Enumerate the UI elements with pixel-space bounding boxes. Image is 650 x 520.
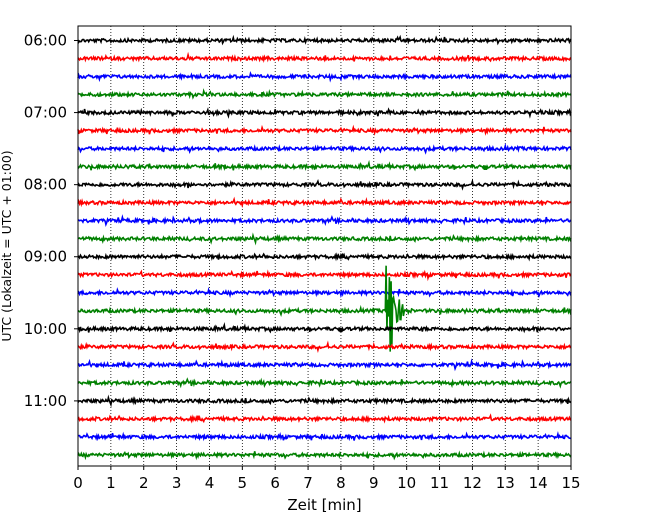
- y-tick-label: 09:00: [24, 248, 67, 266]
- trace-line: [77, 178, 572, 191]
- x-tick-label: 1: [106, 474, 116, 492]
- trace-line: [77, 431, 571, 442]
- y-tick-label: 08:00: [24, 176, 67, 194]
- x-tick-label: 6: [270, 474, 280, 492]
- y-axis-label: UTC (Lokalzeit = UTC + 01:00): [0, 150, 14, 341]
- trace-line: [77, 232, 572, 246]
- x-tick-label: 10: [397, 474, 416, 492]
- trace-line: [77, 142, 572, 155]
- trace-line: [77, 196, 572, 209]
- y-tick-label: 10:00: [24, 320, 67, 338]
- x-axis-ticks: 0 1 2 3 4 5 6 7 8 9 10 11 12 13 14 15: [73, 466, 581, 492]
- trace-line: [77, 413, 572, 424]
- x-tick-label: 5: [238, 474, 248, 492]
- trace-line: [77, 107, 572, 119]
- trace-line: [77, 269, 572, 282]
- y-tick-label: 06:00: [24, 32, 67, 50]
- trace-line: [77, 450, 572, 461]
- x-tick-label: 9: [369, 474, 379, 492]
- trace-line: [77, 214, 572, 227]
- x-axis-label: Zeit [min]: [287, 496, 361, 514]
- grid-lines: [110, 26, 539, 466]
- x-tick-label: 14: [529, 474, 548, 492]
- trace-line: [77, 88, 572, 100]
- plot-frame: [77, 25, 572, 467]
- trace-line: [77, 124, 572, 136]
- y-tick-label: 07:00: [24, 104, 67, 122]
- y-axis-ticks: 06:00 07:00 08:00 09:00 10:00 11:00: [24, 32, 78, 410]
- x-tick-label: 0: [73, 474, 83, 492]
- x-tick-label: 4: [205, 474, 215, 492]
- plot-area: [78, 26, 571, 466]
- trace-line: [77, 286, 572, 299]
- x-tick-label: 8: [336, 474, 346, 492]
- trace-line: [77, 34, 572, 46]
- trace-line: [77, 265, 572, 352]
- x-tick-label: 15: [561, 474, 580, 492]
- trace-line: [77, 358, 572, 372]
- trace-line: [77, 377, 572, 389]
- x-tick-label: 11: [430, 474, 449, 492]
- trace-line: [77, 159, 572, 172]
- trace-line: [77, 252, 572, 262]
- trace-line: [77, 70, 572, 83]
- x-tick-label: 2: [139, 474, 149, 492]
- trace-line: [77, 322, 572, 334]
- trace-line: [77, 340, 572, 353]
- y-tick-label: 11:00: [24, 392, 67, 410]
- x-tick-label: 7: [303, 474, 313, 492]
- x-tick-label: 3: [172, 474, 182, 492]
- trace-line: [77, 394, 572, 408]
- x-tick-label: 13: [496, 474, 515, 492]
- trace-line: [77, 51, 572, 63]
- x-tick-label: 12: [463, 474, 482, 492]
- seismic-traces: [77, 34, 572, 461]
